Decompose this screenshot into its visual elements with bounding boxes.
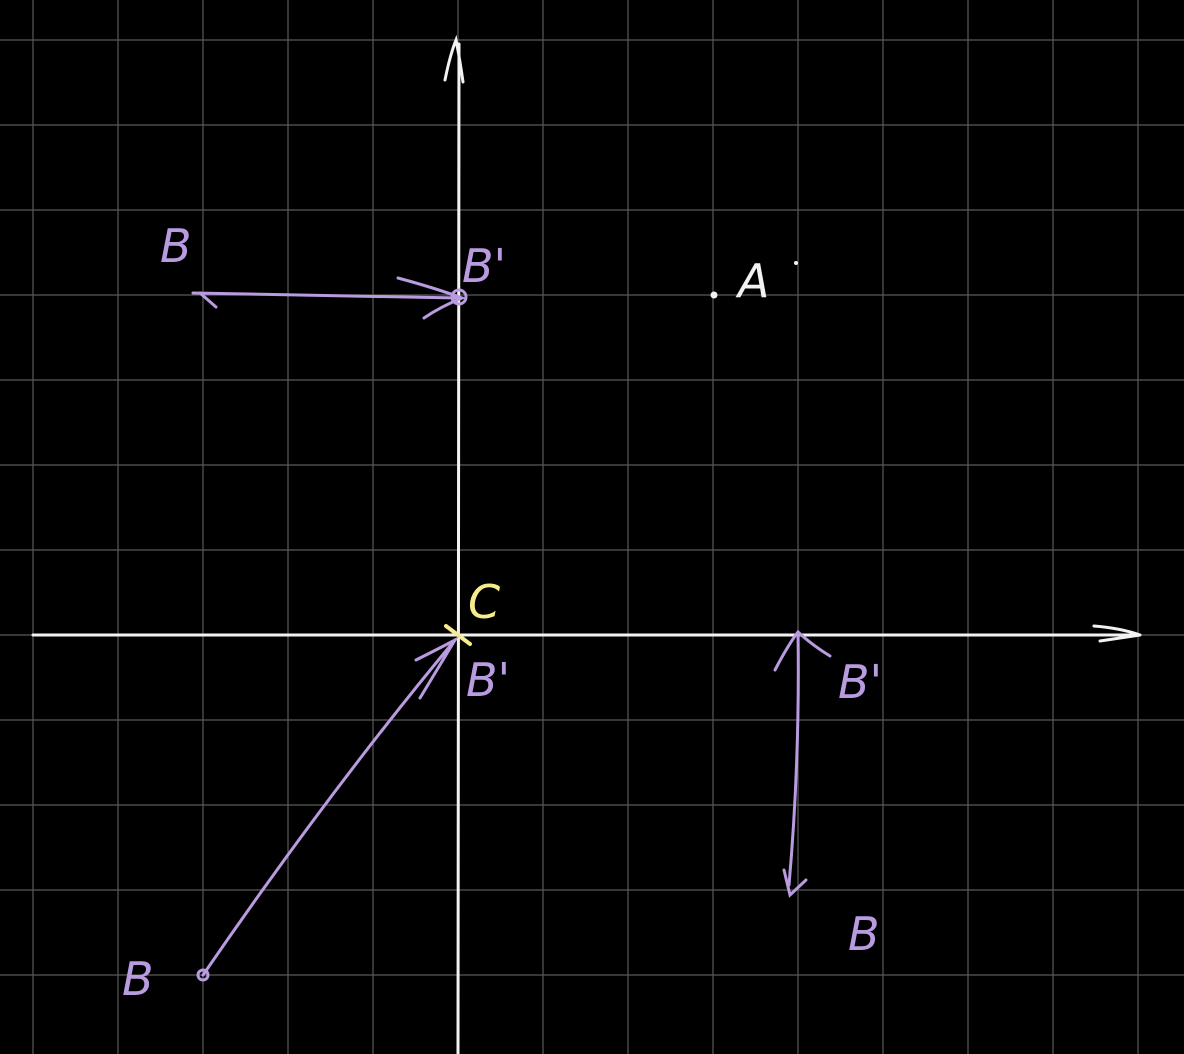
arrow-vertical-shaft [787, 630, 800, 887]
arrow-top-tail-tick [198, 291, 218, 309]
translation-diagonal [196, 636, 460, 982]
label-b-prime-origin: B' [466, 653, 510, 707]
label-b-bottom-left: B [122, 952, 154, 1006]
arrow-diagonal-head [414, 636, 460, 700]
arrow-diagonal-shaft [201, 638, 457, 977]
point-c-mark [444, 624, 472, 646]
y-axis [456, 42, 461, 1054]
label-b-top-left: B [160, 219, 192, 273]
point-a-label-dot [794, 261, 798, 265]
arrow-vertical-head [773, 629, 832, 672]
point-a: A [710, 254, 798, 308]
label-c: C [468, 575, 500, 629]
translation-vertical [773, 629, 832, 898]
point-c: C [444, 575, 500, 646]
arrow-top-head [396, 276, 467, 320]
label-b-right-bottom: B [848, 907, 880, 961]
arrow-top-shaft [191, 291, 460, 300]
b-prime-top-marker [450, 288, 468, 306]
b-bottom-left-marker [196, 968, 210, 982]
coordinate-axes [31, 34, 1142, 1054]
x-axis-arrowhead [1092, 624, 1141, 643]
translation-top [191, 276, 468, 320]
arrow-vertical-tail [782, 868, 808, 898]
label-b-prime-right: B' [838, 655, 882, 709]
label-b-prime-top: B' [462, 239, 506, 293]
point-a-dot [710, 291, 718, 299]
point-a-label: A [735, 254, 769, 308]
y-axis-arrowhead [443, 34, 465, 84]
